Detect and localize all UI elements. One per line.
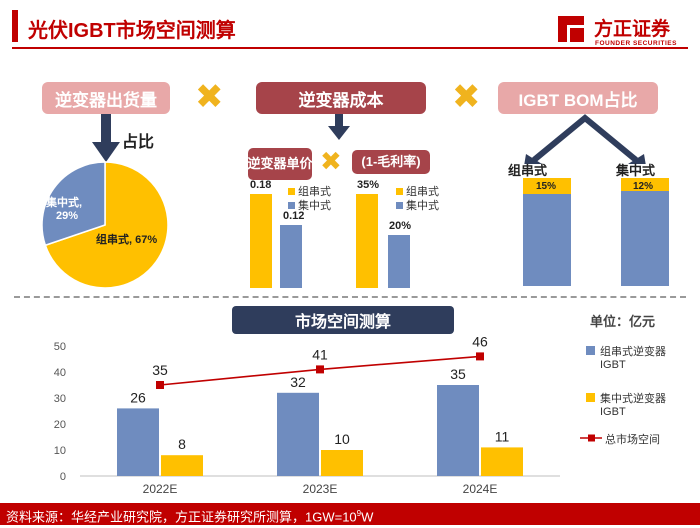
unit-price-box: 逆变器单价 (248, 148, 313, 180)
y-tick-label: 10 (54, 445, 66, 457)
pie-slice-string (44, 161, 169, 289)
margin-label-central: 20% (389, 219, 412, 232)
down-arrow-icon (328, 114, 350, 140)
margin-label-string: 35% (357, 179, 380, 192)
legend-swatch-string (288, 188, 295, 195)
bar-value-label: 11 (495, 428, 510, 444)
pie-label-string: 组串式, 67% (96, 234, 158, 246)
x-tick-label: 2023E (303, 482, 338, 496)
title-accent-bar (12, 10, 18, 42)
legend-string-igbt-1: 组串式逆变器 (600, 346, 666, 358)
margin-bar-string (356, 194, 378, 288)
legend-swatch-string-igbt (586, 346, 595, 355)
bom-bar-central-other (621, 190, 669, 286)
market-bar-string (277, 392, 319, 476)
market-bar-central (161, 455, 203, 476)
y-tick-label: 40 (54, 367, 66, 379)
total-point (476, 352, 484, 361)
source-footer: 资料来源：华经产业研究院，方正证券研究所测算，1GW=109W (0, 503, 700, 525)
down-arrow-icon (92, 114, 120, 162)
total-value-label: 41 (312, 346, 328, 362)
y-tick-label: 0 (60, 471, 66, 483)
bom-bar-central-igbt (621, 178, 669, 191)
legend-string-igbt-2: IGBT (600, 359, 626, 371)
bom-label-string: 组串式 (508, 163, 548, 178)
brand-name-cn: 方正证券 (594, 19, 671, 40)
bar-value-label: 8 (178, 436, 186, 452)
legend-central-2: 集中式 (406, 200, 439, 212)
price-label-string: 0.18 (250, 178, 272, 191)
legend-central-1: 集中式 (298, 200, 331, 212)
market-bar-central (481, 447, 523, 476)
bar-value-label: 10 (334, 431, 350, 447)
bom-pct-central: 12% (633, 181, 654, 192)
x-tick-label: 2022E (143, 482, 178, 496)
share-label: 占比 (122, 134, 155, 151)
x-tick-label: 2024E (463, 482, 498, 496)
bar-value-label: 35 (450, 366, 466, 382)
bom-label-central: 集中式 (616, 163, 656, 178)
pie-label-central-pct: 29% (56, 210, 79, 222)
y-tick-label: 50 (54, 341, 66, 353)
brand-name-en: FOUNDER SECURITIES (595, 40, 677, 47)
legend-swatch-central (396, 202, 403, 209)
multiply-icon-1: ✖ (195, 78, 224, 116)
total-point (316, 365, 324, 374)
market-bar-string (437, 385, 479, 476)
y-tick-label: 20 (54, 419, 66, 431)
total-value-label: 46 (472, 333, 488, 349)
total-value-label: 35 (152, 362, 168, 378)
market-space-title: 市场空间测算 (232, 306, 454, 334)
pie-slice-central (41, 161, 106, 247)
inverter-cost-box: 逆变器成本 (256, 82, 426, 114)
price-bar-string (250, 193, 272, 288)
total-point (156, 381, 164, 389)
multiply-icon-3: ✖ (320, 146, 342, 176)
brand-logo: 方正证券 FOUNDER SECURITIES (556, 12, 696, 52)
split-arrow-icon (524, 114, 646, 164)
unit-label: 单位：亿元 (590, 314, 656, 329)
legend-swatch-central-igbt (586, 393, 595, 402)
y-tick-label: 30 (54, 393, 66, 405)
bom-pct-string: 15% (536, 181, 557, 192)
source-tail: W (361, 509, 374, 525)
title-rule (12, 47, 688, 49)
source-sup: 9 (356, 509, 362, 518)
price-label-central: 0.12 (283, 210, 305, 222)
legend-total: 总市场空间 (605, 434, 660, 446)
market-chart: 0 10 20 30 40 50 26 8 2022E 32 10 2023E 35 11 2024E 35 4… (54, 333, 560, 496)
bar-value-label: 32 (290, 374, 306, 390)
bar-value-label: 26 (130, 389, 146, 405)
market-bar-central (321, 450, 363, 476)
legend-central-igbt-2: IGBT (600, 406, 626, 418)
gross-margin-box: (1-毛利率) (352, 150, 430, 174)
legend-total-line-icon (580, 434, 602, 442)
legend-string-2: 组串式 (406, 186, 439, 198)
multiply-icon-2: ✖ (452, 78, 481, 116)
page-title: 光伏IGBT市场空间测算 (28, 20, 236, 42)
shipment-box: 逆变器出货量 (42, 82, 170, 114)
source-text: 资料来源：华经产业研究院，方正证券研究所测算，1GW=10 (6, 509, 357, 525)
legend-central-igbt-1: 集中式逆变器 (600, 393, 666, 405)
bom-bar-string-other (523, 194, 571, 286)
founder-logo-icon (558, 16, 584, 42)
bom-bar-string-igbt (523, 178, 571, 195)
igbt-bom-box: IGBT BOM占比 (498, 82, 658, 114)
market-bar-string (117, 408, 159, 476)
legend-string-1: 组串式 (298, 186, 331, 198)
pie-label-central-name: 集中式, (46, 197, 83, 209)
section-divider (14, 296, 686, 298)
legend-swatch-string (396, 188, 403, 195)
pie-chart (41, 161, 169, 289)
price-bar-central (280, 225, 302, 288)
margin-bar-central (388, 234, 410, 288)
legend-swatch-central (288, 202, 295, 209)
